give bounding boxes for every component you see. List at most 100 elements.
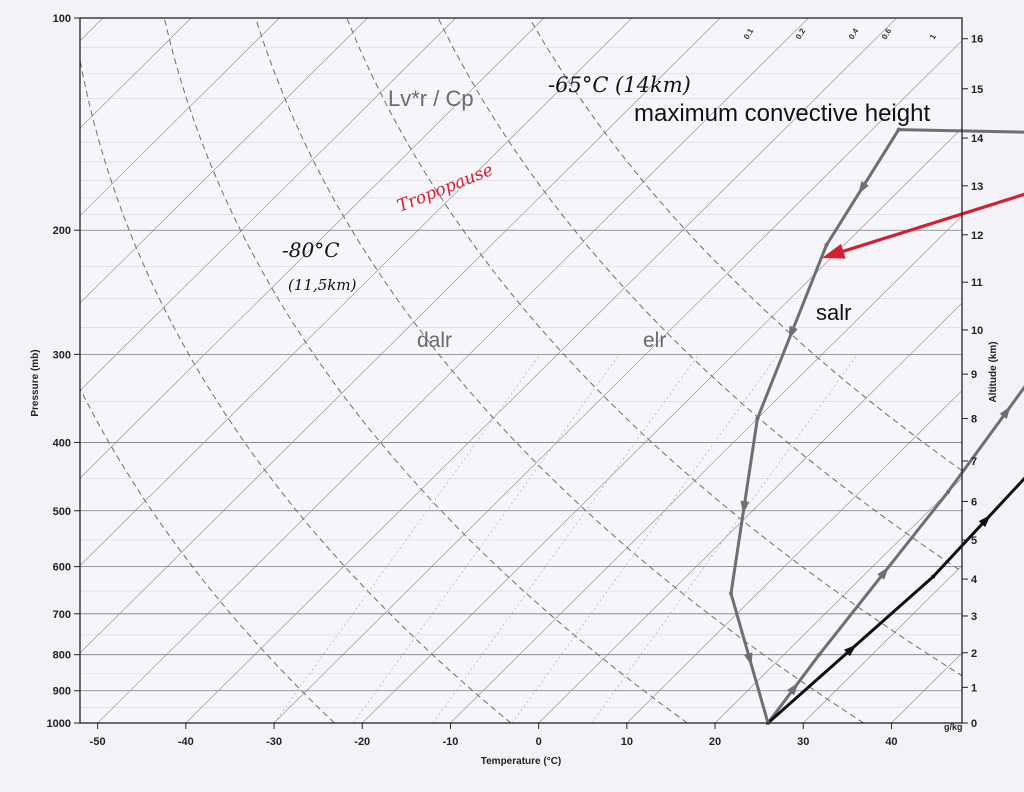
dry-adiabat: [163, 18, 688, 723]
mixing-ratio-label: 1: [928, 32, 938, 41]
x-tick-label: 30: [797, 736, 809, 748]
temp-bottom-annotation: -80°C: [282, 238, 340, 262]
x-tick-label: -40: [178, 736, 194, 748]
isotherm: [80, 18, 456, 392]
mixing-ratio-line: [591, 354, 858, 723]
y-tick-label: 300: [53, 349, 71, 361]
isotherm: [80, 18, 633, 566]
mixing-ratio-line: [432, 354, 699, 723]
altitude-tick-label: 13: [971, 181, 983, 193]
series-arrowhead-dalr: [743, 652, 753, 666]
altitude-tick-label: 5: [971, 535, 977, 547]
max-convective-height-label: maximum convective height: [634, 100, 930, 127]
series-arrowhead-elr: [877, 566, 889, 580]
x-tick-label: 40: [885, 736, 897, 748]
series-layer: [728, 127, 1024, 725]
temp-top-annotation: -65°C (14km): [548, 73, 691, 97]
isotherm: [362, 127, 962, 723]
y-tick-label: 600: [53, 562, 71, 574]
isotherm: [80, 18, 721, 654]
isotherm: [273, 40, 962, 723]
y-tick-label: 200: [53, 225, 71, 237]
y-tick-label: 100: [53, 13, 71, 25]
altitude-tick-label: 12: [971, 230, 983, 242]
altitude-tick-label: 11: [971, 277, 983, 289]
y-tick-label: 1000: [47, 718, 71, 730]
x-tick-label: -10: [442, 736, 458, 748]
series-line-lv-r-cp: [898, 128, 1024, 134]
isotherm: [97, 18, 809, 723]
mixing-ratio-unit: g/kg: [944, 722, 963, 732]
altitude-tick-label: 2: [971, 648, 977, 660]
series-line-tropopause: [834, 192, 1024, 256]
altitude-tick-label: 15: [971, 84, 983, 96]
isotherm: [80, 18, 545, 479]
dalr-label: dalr: [417, 329, 452, 352]
isotherm: [626, 390, 962, 723]
altitude-tick-label: 1: [971, 682, 977, 694]
isotherm: [803, 565, 962, 723]
dry-adiabat: [80, 57, 512, 723]
altitude-tick-label: 9: [971, 369, 977, 381]
x-tick-label: -50: [90, 736, 106, 748]
altitude-tick-label: 6: [971, 496, 977, 508]
x-tick-label: 0: [536, 736, 542, 748]
series-point-dalr: [824, 243, 829, 248]
altitude-tick-label: 0: [971, 718, 977, 730]
isotherm: [80, 18, 280, 217]
series-point-tropopause: [833, 251, 838, 256]
mixing-ratio-line: [353, 354, 620, 723]
dry-adiabat: [80, 387, 335, 723]
series-point-dalr: [728, 591, 733, 596]
altitude-axis-title: Altitude (km): [988, 341, 999, 402]
series-arrowhead-elr: [999, 406, 1011, 420]
grid-layer: [80, 18, 962, 723]
mixing-ratio-line: [511, 354, 779, 723]
series-arrowhead-dalr: [740, 500, 750, 514]
altitude-tick-label: 7: [971, 456, 977, 468]
y-tick-label: 900: [53, 686, 71, 698]
y-axis-title: Pressure (mb): [30, 349, 41, 416]
altitude-tick-label: 3: [971, 611, 977, 623]
isotherm: [450, 215, 962, 723]
series-arrowhead-dalr: [788, 325, 798, 340]
series-point-salr: [931, 574, 936, 579]
y-tick-label: 500: [53, 506, 71, 518]
dry-adiabat: [255, 18, 864, 723]
isotherm: [185, 18, 897, 723]
series-point-elr: [946, 489, 951, 494]
salr-label: salr: [816, 300, 851, 325]
plot-frame: [79, 17, 963, 724]
mixing-ratio-line: [273, 354, 541, 723]
plot-background: [80, 18, 962, 723]
series-point-dalr: [755, 416, 760, 421]
series-point-lv-r-cp: [896, 127, 901, 132]
altitude-tick-label: 10: [971, 325, 983, 337]
altitude-tick-label: 14: [971, 133, 984, 145]
x-axis-title: Temperature (°C): [481, 756, 562, 767]
series-arrowhead-salr: [978, 514, 991, 528]
altitude-tick-label: 16: [971, 34, 983, 46]
series-point-elr: [817, 652, 822, 657]
elr-label: elr: [643, 329, 666, 352]
dry-adiabat: [528, 18, 962, 472]
x-tick-label: -30: [266, 736, 282, 748]
series-arrowhead-salr: [844, 644, 857, 657]
isotherm: [538, 302, 962, 723]
x-tick-label: 20: [709, 736, 721, 748]
series-arrowhead-tropopause: [821, 243, 846, 259]
series-arrowhead-dalr: [858, 181, 869, 195]
altitude-tick-label: 8: [971, 414, 977, 426]
lvr-label: Lv*r / Cp: [388, 86, 474, 111]
dry-adiabat: [437, 18, 962, 573]
axes-layer: -50 -40 -30 -20 -10 0 10 20 30 401002003004005006…: [47, 13, 985, 748]
x-tick-label: 10: [621, 736, 633, 748]
isotherm: [714, 477, 962, 723]
alt-bottom-annotation: (11,5km): [288, 276, 357, 294]
series-line-salr: [767, 476, 1024, 725]
y-tick-label: 700: [53, 609, 71, 621]
series-arrowhead-elr: [787, 682, 799, 696]
altitude-tick-label: 4: [971, 574, 978, 586]
